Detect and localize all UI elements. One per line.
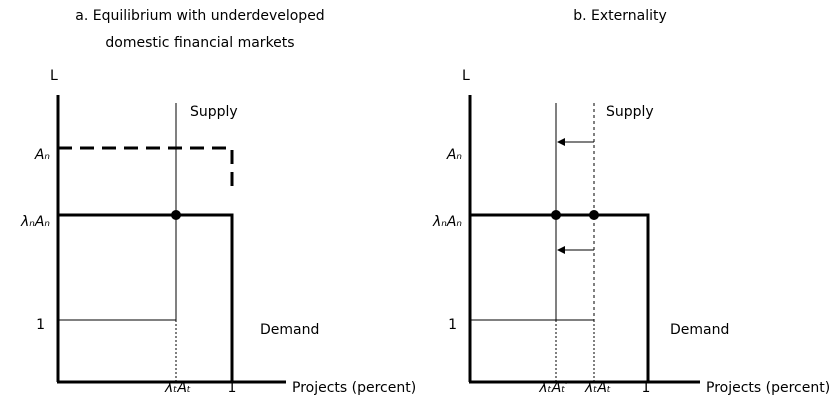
axis-label: L <box>462 68 470 84</box>
equilibrium <box>551 210 561 220</box>
x-axis-label: Projects (percent) <box>706 380 830 396</box>
equilibrium <box>589 210 599 220</box>
panel-b: b. Externality L Supply Demand Aₙ λₙAₙ 1… <box>432 8 830 396</box>
y-label: 1 <box>448 317 457 333</box>
dashed-demand <box>58 146 234 190</box>
x-axis-label: Projects (percent) <box>292 380 416 396</box>
equilibrium <box>171 210 181 220</box>
y-label: λₙAₙ <box>20 214 50 230</box>
y-label: Aₙ <box>34 147 51 163</box>
panel-a: a. Equilibrium with underdeveloped domes… <box>20 8 416 396</box>
x-label: λₜAₜ <box>584 380 611 396</box>
title: a. Equilibrium with underdeveloped <box>75 8 324 24</box>
x-label: 1 <box>228 380 237 396</box>
y-label: Aₙ <box>446 147 463 163</box>
title: domestic financial markets <box>105 35 294 51</box>
title: b. Externality <box>573 8 667 24</box>
supply-label: Supply <box>190 104 238 120</box>
axis-label: L <box>50 68 58 84</box>
demand-label: Demand <box>260 322 319 338</box>
supply-label: Supply <box>606 104 654 120</box>
y-label: λₙAₙ <box>432 214 462 230</box>
x-label: 1 <box>642 380 651 396</box>
x-label: λₜAₜ <box>164 380 191 396</box>
y-label: 1 <box>36 317 45 333</box>
x-label: λₜAₜ′ <box>538 380 569 396</box>
demand-label: Demand <box>670 322 729 338</box>
demand <box>470 213 650 382</box>
demand <box>58 213 234 382</box>
